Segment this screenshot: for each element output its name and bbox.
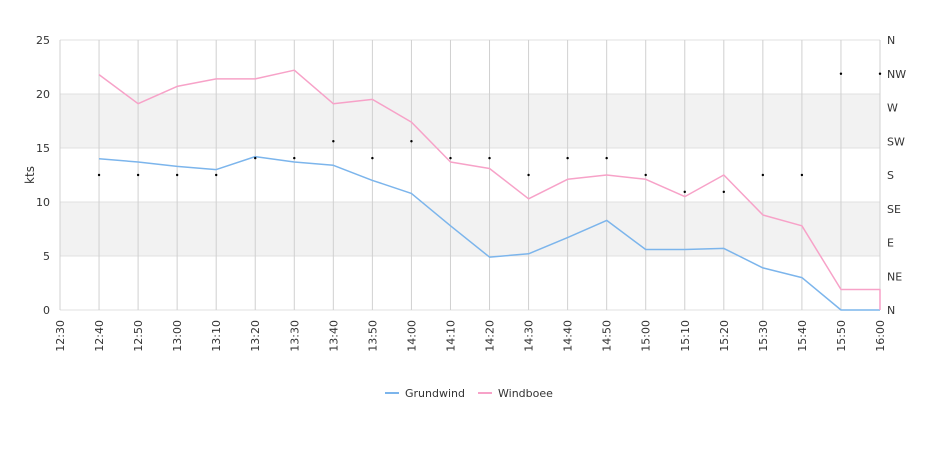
y-tick-label: 20 <box>36 88 50 101</box>
y-tick-label: 25 <box>36 34 50 47</box>
legend-item-grundwind[interactable]: Grundwind <box>385 387 465 400</box>
y-axis-right: N NE E SE S SW W NW N <box>887 34 906 317</box>
x-tick-label: 13:30 <box>288 320 301 352</box>
direction-point <box>293 156 296 160</box>
direction-tick-label: E <box>887 237 894 250</box>
y-tick-label: 15 <box>36 142 50 155</box>
plot-band <box>60 94 880 148</box>
direction-markers <box>97 72 882 194</box>
x-tick-label: 12:50 <box>132 320 145 352</box>
legend-label: Windboee <box>498 387 553 400</box>
legend: Grundwind Windboee <box>385 387 553 400</box>
y-tick-label: 5 <box>43 250 50 263</box>
x-tick-label: 16:00 <box>874 320 887 352</box>
x-tick-label: 14:20 <box>484 320 497 352</box>
direction-tick-label: SW <box>887 135 905 148</box>
direction-point <box>761 173 765 177</box>
direction-point <box>722 190 726 194</box>
direction-point <box>214 173 218 177</box>
direction-point <box>566 156 569 160</box>
direction-point <box>175 173 179 177</box>
x-tick-label: 14:40 <box>562 320 575 352</box>
series-layer <box>98 69 881 311</box>
direction-point <box>332 140 335 143</box>
direction-point <box>136 173 140 177</box>
legend-item-windboee[interactable]: Windboee <box>478 387 553 400</box>
x-tick-label: 12:30 <box>54 320 67 352</box>
direction-point <box>371 156 374 160</box>
gridlines <box>59 39 881 311</box>
direction-tick-label: NW <box>887 68 906 81</box>
x-tick-label: 13:20 <box>249 320 262 352</box>
y-tick-label: 0 <box>43 304 50 317</box>
direction-point <box>254 156 257 160</box>
x-tick-label: 14:10 <box>444 320 457 352</box>
x-tick-label: 15:10 <box>679 320 692 352</box>
x-tick-label: 15:30 <box>757 320 770 352</box>
plot-band <box>60 202 880 256</box>
direction-point <box>449 156 452 160</box>
x-tick-label: 12:40 <box>93 320 106 352</box>
direction-point <box>644 173 647 177</box>
y-tick-label: 10 <box>36 196 50 209</box>
plot-bands <box>60 94 880 256</box>
x-tick-label: 15:00 <box>640 320 653 352</box>
legend-label: Grundwind <box>405 387 465 400</box>
direction-point <box>683 190 686 194</box>
direction-point <box>605 156 608 160</box>
direction-tick-label: S <box>887 169 894 182</box>
direction-point <box>410 140 413 143</box>
y-axis-left: 0 5 10 15 20 25 <box>36 34 50 317</box>
direction-point <box>878 72 882 75</box>
series-line-grundwind <box>98 155 880 311</box>
x-tick-label: 13:00 <box>171 320 184 352</box>
direction-tick-label: N <box>887 34 895 47</box>
direction-tick-label: N <box>887 304 895 317</box>
direction-point <box>800 173 804 177</box>
x-tick-label: 15:20 <box>718 320 731 352</box>
direction-point <box>97 173 101 177</box>
x-tick-label: 14:50 <box>601 320 614 352</box>
x-tick-label: 15:40 <box>796 320 809 352</box>
series-line-windboee <box>98 69 881 310</box>
x-axis: 12:30 12:40 12:50 13:00 13:10 13:20 13:30 13:40… <box>54 320 887 352</box>
x-tick-label: 14:30 <box>523 320 536 352</box>
x-tick-label: 13:50 <box>366 320 379 352</box>
y-axis-title: kts <box>23 166 37 184</box>
direction-tick-label: SE <box>887 203 901 216</box>
x-tick-label: 15:50 <box>835 320 848 352</box>
direction-tick-label: W <box>887 102 898 115</box>
direction-tick-label: NE <box>887 270 902 283</box>
x-tick-label: 13:10 <box>210 320 223 352</box>
direction-point <box>488 156 491 160</box>
direction-point <box>527 173 530 177</box>
x-tick-label: 14:00 <box>405 320 418 352</box>
x-tick-label: 13:40 <box>327 320 340 352</box>
direction-point <box>839 72 843 75</box>
